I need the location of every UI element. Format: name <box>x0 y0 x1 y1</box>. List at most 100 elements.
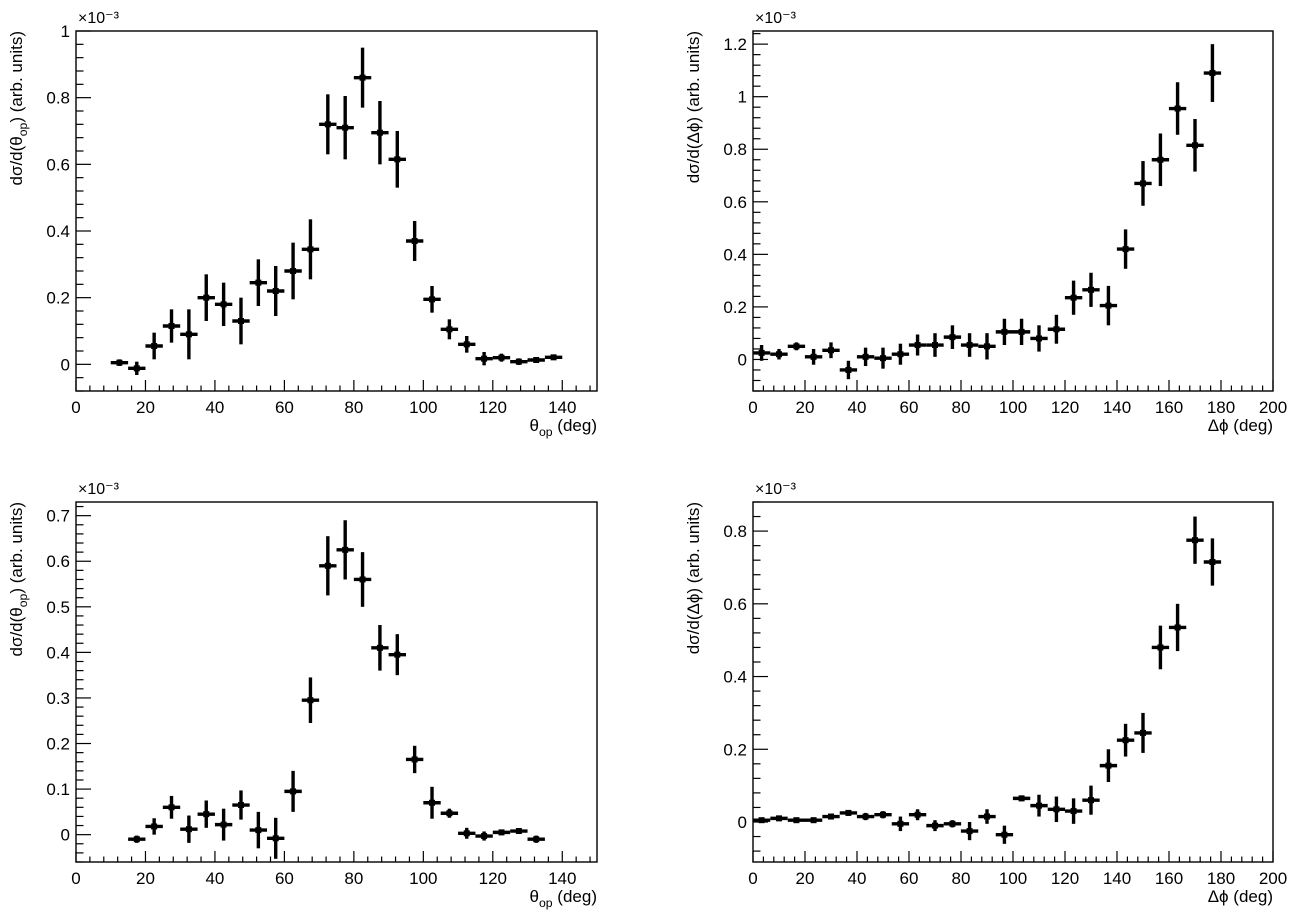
data-point <box>1082 272 1100 307</box>
data-marker <box>880 355 886 362</box>
data-marker <box>290 788 297 795</box>
data-point <box>822 813 840 820</box>
y-tick-label: 0 <box>61 826 70 845</box>
data-marker <box>237 802 244 809</box>
x-tick-label: 0 <box>748 398 757 417</box>
data-marker <box>845 366 852 373</box>
data-point <box>822 342 840 359</box>
y-tick-label: 0 <box>738 350 747 369</box>
y-exponent-label: ×10⁻³ <box>78 481 120 498</box>
x-tick-label: 140 <box>548 869 576 888</box>
data-marker <box>949 820 956 827</box>
data-point <box>405 745 424 774</box>
x-tick-label: 120 <box>479 398 507 417</box>
data-marker <box>151 823 158 830</box>
data-marker <box>237 318 244 324</box>
data-point <box>284 242 302 300</box>
data-marker <box>793 343 800 350</box>
x-tick-label: 100 <box>409 398 437 417</box>
data-point <box>978 333 996 360</box>
data-point <box>284 770 302 812</box>
data-point <box>1064 280 1083 315</box>
data-marker <box>758 349 765 356</box>
x-tick-label: 200 <box>1259 398 1287 417</box>
data-marker <box>1140 729 1146 736</box>
data-marker <box>949 334 956 341</box>
data-marker <box>810 353 817 360</box>
data-marker <box>932 342 938 349</box>
data-point <box>128 361 146 375</box>
data-marker <box>758 817 765 824</box>
data-marker <box>203 294 210 301</box>
x-axis-title: θop (deg) <box>530 887 598 910</box>
data-marker <box>515 358 522 365</box>
data-marker <box>185 331 192 338</box>
data-point <box>319 536 337 596</box>
data-point <box>319 94 337 155</box>
panel-tl: 0 20 40 60 80 100 120 140 0 0.2 0.4 0.6 0.8 1 ×10⁻³ θop… <box>7 10 598 439</box>
data-marker <box>828 347 834 354</box>
data-marker <box>1105 762 1112 769</box>
data-point <box>492 829 511 836</box>
data-point <box>440 319 459 340</box>
data-point <box>388 131 406 188</box>
data-point <box>1116 229 1135 269</box>
data-marker <box>1001 831 1008 838</box>
x-tick-label: 60 <box>275 398 294 417</box>
data-marker <box>1209 70 1216 77</box>
data-marker <box>1157 644 1164 651</box>
data-marker <box>897 820 904 827</box>
y-tick-label: 1 <box>738 88 747 107</box>
data-marker <box>1018 795 1025 802</box>
data-marker <box>429 799 436 806</box>
y-tick-label: 0.4 <box>46 222 70 241</box>
data-marker <box>376 644 383 651</box>
data-point <box>371 101 389 165</box>
data-point <box>1047 314 1066 344</box>
data-marker <box>481 355 488 362</box>
data-marker <box>394 651 401 658</box>
data-marker <box>984 343 990 350</box>
data-point <box>891 816 910 832</box>
data-marker <box>1036 335 1042 342</box>
data-marker <box>533 836 540 843</box>
plot-frame <box>75 30 598 392</box>
data-point <box>908 334 927 356</box>
data-marker <box>151 343 158 349</box>
data-point <box>232 297 250 345</box>
data-marker <box>133 365 140 372</box>
data-marker <box>1209 559 1216 565</box>
data-point <box>926 820 944 832</box>
y-exponent-label: ×10⁻³ <box>78 10 120 27</box>
data-point <box>197 800 215 828</box>
data-marker <box>168 323 175 329</box>
data-marker <box>914 342 921 349</box>
data-marker <box>446 326 453 333</box>
y-tick-label: 0 <box>738 813 747 832</box>
data-marker <box>133 836 140 843</box>
plot-frame <box>75 501 598 863</box>
y-exponent-label: ×10⁻³ <box>755 481 797 498</box>
data-point <box>1203 538 1222 586</box>
data-point <box>1099 749 1118 782</box>
data-marker <box>966 828 973 835</box>
data-point <box>214 282 233 326</box>
panel-tr: 0 20 40 60 80 100 120 140 160 180 200 0 0.2 0.4 0.6 0.8… <box>684 10 1287 435</box>
data-marker <box>550 354 557 361</box>
data-marker <box>446 810 453 817</box>
data-marker <box>220 821 227 828</box>
data-point <box>232 790 250 820</box>
data-point <box>1186 516 1204 564</box>
data-point <box>371 625 389 671</box>
data-point <box>1064 798 1083 824</box>
data-marker <box>255 279 262 286</box>
y-tick-label: 0.1 <box>46 780 70 799</box>
data-marker <box>515 828 522 835</box>
data-point <box>423 786 441 819</box>
data-point <box>475 352 493 366</box>
x-tick-label: 180 <box>1207 869 1235 888</box>
data-point <box>839 360 858 380</box>
data-point <box>978 809 996 824</box>
x-tick-label: 40 <box>848 398 867 417</box>
